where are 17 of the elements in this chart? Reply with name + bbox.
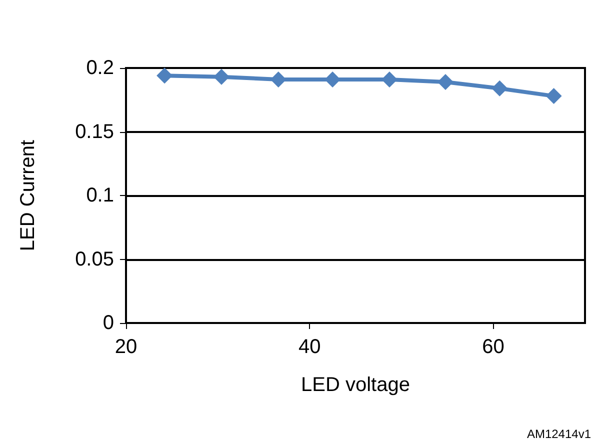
x-tick-label: 60 [482, 336, 504, 358]
point [213, 68, 230, 85]
x-axis-title: LED voltage [301, 374, 410, 396]
point [270, 71, 286, 88]
point [492, 80, 508, 96]
y-axis-title: LED Current [17, 139, 39, 252]
y-tick-label: 0.2 [86, 57, 114, 79]
y-tick-label: 0.15 [75, 120, 114, 143]
x-tick-label: 20 [114, 336, 138, 358]
y-tick-label: 0.1 [86, 184, 114, 206]
text: AM12414v1 [526, 427, 591, 441]
point [437, 74, 454, 90]
y-tick-label: 0.05 [75, 248, 114, 270]
point [156, 68, 173, 84]
point [546, 88, 562, 104]
x-tick-label: 40 [298, 336, 321, 358]
y-tick-label: 0 [102, 312, 114, 334]
